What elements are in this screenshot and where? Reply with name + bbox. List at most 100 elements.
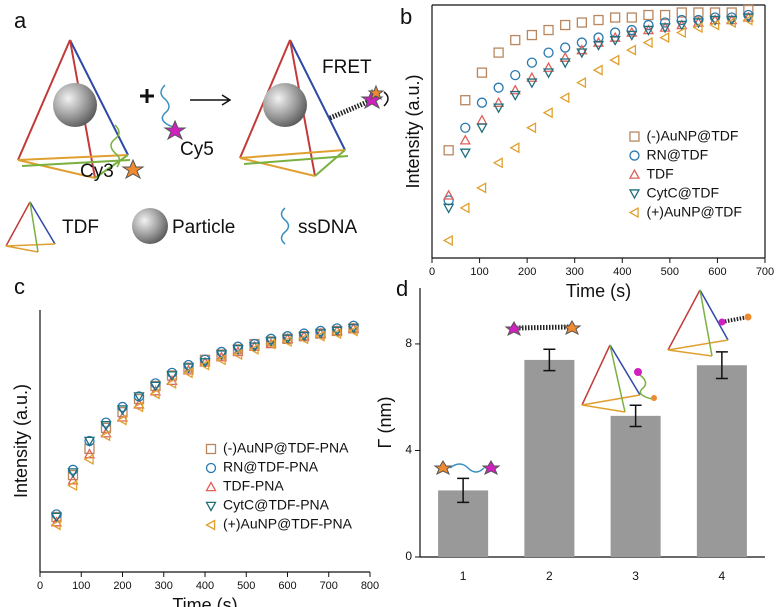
marker	[609, 54, 620, 66]
y-axis-label: Intensity (a.u.)	[403, 74, 423, 188]
marker	[265, 338, 276, 350]
marker	[542, 61, 555, 72]
marker	[50, 512, 63, 523]
x-tick-label: 1	[460, 569, 467, 583]
x-tick-label: 400	[613, 266, 631, 278]
marker	[248, 343, 259, 355]
marker	[642, 25, 655, 36]
marker	[659, 17, 671, 28]
marker	[742, 13, 754, 24]
marker	[476, 114, 488, 125]
marker	[560, 19, 571, 31]
legend-label: CytC@TDF-PNA	[223, 497, 330, 513]
x-tick-label: 0	[37, 580, 43, 592]
marker	[509, 84, 521, 95]
marker	[476, 123, 488, 134]
marker	[709, 19, 720, 31]
panel-label: b	[400, 4, 412, 29]
marker	[149, 381, 162, 392]
marker	[459, 134, 471, 145]
particle	[263, 83, 307, 127]
marker	[232, 348, 243, 361]
marker	[117, 407, 128, 418]
marker	[314, 330, 325, 342]
legend-label: (+)AuNP@TDF-PNA	[223, 516, 353, 532]
marker	[100, 430, 111, 442]
x-tick-label: 600	[708, 266, 726, 278]
marker	[83, 436, 96, 447]
x-axis-label: Time (s)	[172, 595, 237, 607]
marker	[100, 422, 112, 434]
marker	[643, 9, 654, 21]
marker	[133, 401, 144, 413]
marker	[443, 203, 455, 214]
y-tick-label: 0	[405, 549, 412, 563]
marker	[67, 468, 79, 479]
x-tick-label: 300	[566, 266, 584, 278]
bar	[524, 359, 575, 557]
cy3-star	[367, 84, 385, 101]
marker	[542, 68, 555, 79]
legend-label: TDF	[62, 217, 99, 238]
marker	[543, 24, 554, 36]
marker	[676, 14, 687, 26]
x-tick-label: 300	[155, 580, 173, 592]
marker	[298, 333, 309, 345]
y-tick-label: 8	[405, 336, 412, 350]
marker	[492, 157, 503, 169]
marker	[492, 96, 505, 107]
marker	[526, 78, 538, 89]
marker	[281, 335, 292, 348]
marker	[199, 358, 211, 369]
marker	[265, 337, 277, 348]
marker	[232, 345, 244, 356]
x-tick-label: 700	[320, 580, 338, 592]
ssdna-icon	[280, 207, 290, 245]
bar	[696, 365, 747, 557]
marker	[166, 377, 177, 389]
x-tick-label: 0	[429, 266, 435, 278]
marker	[643, 19, 654, 31]
marker	[460, 95, 471, 106]
marker	[576, 17, 587, 28]
error-bar	[543, 348, 556, 372]
marker	[592, 40, 605, 51]
marker	[215, 350, 228, 361]
marker	[625, 44, 637, 56]
marker	[543, 47, 554, 58]
particle-icon	[132, 208, 168, 244]
marker	[626, 30, 638, 41]
x-tick-label: 700	[756, 266, 774, 278]
bar	[610, 415, 661, 557]
marker	[659, 23, 671, 34]
error-bar	[715, 351, 728, 380]
marker	[493, 82, 504, 93]
legend-label: RN@TDF-PNA	[223, 459, 319, 475]
marker	[248, 342, 261, 353]
cy3-star	[121, 158, 145, 180]
marker	[265, 338, 277, 349]
marker	[67, 474, 79, 485]
marker	[692, 21, 703, 34]
marker	[629, 150, 640, 161]
marker	[443, 145, 454, 156]
marker	[675, 26, 686, 39]
marker	[628, 189, 641, 200]
marker	[442, 234, 453, 247]
plus	[140, 89, 154, 103]
marker	[559, 92, 570, 104]
x-tick-label: 200	[518, 266, 536, 278]
error-bar	[457, 477, 470, 504]
marker	[182, 363, 195, 374]
marker	[476, 67, 488, 78]
cy5-label: Cy5	[180, 139, 214, 160]
x-tick-label: 2	[546, 569, 553, 583]
marker	[492, 103, 505, 114]
marker	[476, 182, 487, 194]
legend-label: RN@TDF	[646, 146, 708, 162]
legend-label: ssDNA	[298, 217, 357, 238]
marker	[67, 469, 79, 481]
marker	[659, 9, 671, 21]
marker	[692, 18, 705, 29]
marker	[629, 131, 640, 142]
